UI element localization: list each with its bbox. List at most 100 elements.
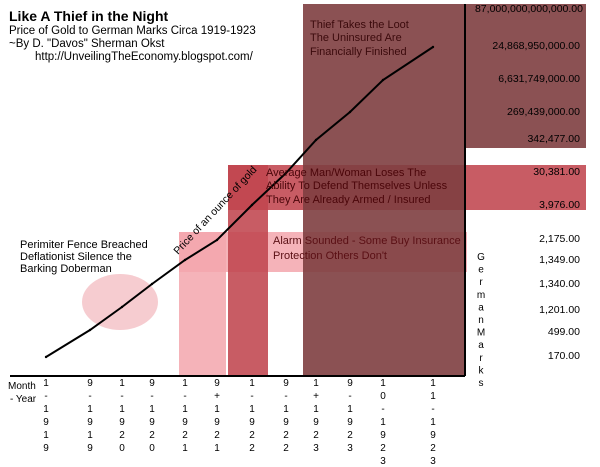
x-tick-label: 9 (313, 417, 319, 428)
y-axis-label: e (478, 265, 484, 276)
x-tick-label: 2 (430, 443, 436, 454)
x-tick-label: 1 (87, 404, 93, 415)
x-tick-label: 9 (149, 378, 155, 389)
perimeter-fence-circle (82, 274, 158, 330)
x-tick-label: - (44, 391, 47, 402)
y-tick-label: 2,175.00 (539, 233, 580, 245)
chart-byline: ~By D. "Davos" Sherman Okst (9, 38, 165, 50)
x-tick-label: 9 (87, 417, 93, 428)
x-tick-label: 9 (149, 417, 155, 428)
x-tick-label: 9 (430, 430, 436, 441)
x-tick-label: 9 (214, 417, 220, 428)
x-tick-label: 0 (380, 391, 386, 402)
x-tick-label: 3 (430, 456, 436, 467)
x-tick-label: 9 (283, 378, 289, 389)
x-tick-label: 3 (380, 456, 386, 467)
y-tick-label: 30,381.00 (533, 166, 580, 178)
x-tick-label: 1 (182, 378, 188, 389)
x-tick-label: 9 (380, 430, 386, 441)
x-tick-label: 1 (119, 378, 125, 389)
x-tick-label: 1 (380, 378, 386, 389)
band-gap (465, 148, 586, 165)
x-tick-label: 3 (313, 443, 319, 454)
x-tick-label: 2 (283, 430, 289, 441)
y-axis-label: a (478, 340, 484, 351)
annotation-average: They Are Already Armed / Insured (266, 194, 430, 206)
thief-band-upper (465, 4, 586, 148)
x-tick-label: 1 (430, 391, 436, 402)
y-axis-label: M (477, 328, 485, 339)
x-tick-label: 3 (347, 443, 353, 454)
annotation-perimeter: Deflationist Silence the (20, 251, 132, 263)
data-point (120, 305, 124, 309)
annotation-alarm: Alarm Sounded - Some Buy Insurance (273, 235, 461, 247)
y-tick-label: 269,439,000.00 (507, 106, 580, 118)
x-tick-label: 1 (313, 378, 319, 389)
x-tick-label: + (313, 391, 319, 402)
x-tick-label: 2 (283, 443, 289, 454)
x-tick-label: 2 (347, 430, 353, 441)
chart-header: Like A Thief in the Night Price of Gold … (9, 8, 256, 64)
x-tick-label: 1 (43, 430, 49, 441)
x-tick-label: 2 (149, 430, 155, 441)
x-tick-label: 1 (214, 404, 220, 415)
y-tick-label: 170.00 (548, 350, 580, 362)
x-tick-label: 1 (149, 404, 155, 415)
x-tick-label: 2 (214, 430, 220, 441)
x-tick-label: 9 (43, 417, 49, 428)
y-axis-label: G (477, 252, 485, 263)
x-tick-label: 9 (347, 417, 353, 428)
y-axis-label: s (479, 378, 484, 389)
x-tick-label: 1 (182, 443, 188, 454)
annotation-average: Average Man/Woman Loses The (266, 167, 426, 179)
y-axis-label: r (479, 277, 483, 288)
x-tick-label: - (284, 391, 287, 402)
x-tick-label: 9 (249, 417, 255, 428)
data-point (431, 45, 435, 49)
data-point (314, 138, 318, 142)
x-tick-label: 1 (347, 404, 353, 415)
x-tick-label: 9 (87, 443, 93, 454)
x-tick-label: 0 (149, 443, 155, 454)
x-tick-label: + (214, 391, 220, 402)
chart-url: http://UnveilingTheEconomy.blogspot.com/ (35, 51, 253, 63)
x-tick-label: 2 (119, 430, 125, 441)
y-axis-label: n (478, 315, 484, 326)
x-tick-label: 2 (249, 430, 255, 441)
y-axis-label: r (479, 353, 483, 364)
x-tick-label: - (431, 404, 434, 415)
y-tick-label: 6,631,749,000.00 (498, 73, 580, 85)
x-tick-label: 1 (182, 404, 188, 415)
x-tick-label: - (150, 391, 153, 402)
annotation-average: Ability To Defend Themselves Unless (266, 180, 448, 192)
data-point (215, 238, 219, 242)
x-tick-label: 1 (43, 404, 49, 415)
chart-title: Like A Thief in the Night (9, 8, 169, 24)
x-tick-label: - (381, 404, 384, 415)
data-point (44, 355, 48, 359)
y-axis-label: m (477, 290, 485, 301)
annotation-alarm: Protection Others Don't (273, 250, 387, 262)
data-point (150, 282, 154, 286)
y-tick-label: 3,976.00 (539, 199, 580, 211)
x-tick-label: 1 (43, 378, 49, 389)
y-tick-label: 1,340.00 (539, 278, 580, 290)
gold-price-line (45, 46, 434, 358)
x-tick-label: 2 (380, 443, 386, 454)
x-tick-label: 9 (87, 378, 93, 389)
y-tick-label: 1,349.00 (539, 254, 580, 266)
annotation-thief: Financially Finished (310, 46, 407, 58)
x-axis-label-year: - Year (10, 394, 37, 405)
x-tick-label: 1 (214, 443, 220, 454)
x-tick-label: 9 (119, 417, 125, 428)
annotation-perimeter: Barking Doberman (20, 263, 112, 275)
x-tick-label: 9 (347, 378, 353, 389)
y-axis-label: a (478, 302, 484, 313)
y-tick-label: 87,000,000,000,000.00 (475, 3, 583, 15)
annotation-thief: The Uninsured Are (310, 32, 402, 44)
x-tick-label: 9 (214, 378, 220, 389)
x-tick-label: 1 (430, 417, 436, 428)
annotation-thief: Thief Takes the Loot (310, 19, 409, 31)
x-tick-label: 1 (380, 417, 386, 428)
